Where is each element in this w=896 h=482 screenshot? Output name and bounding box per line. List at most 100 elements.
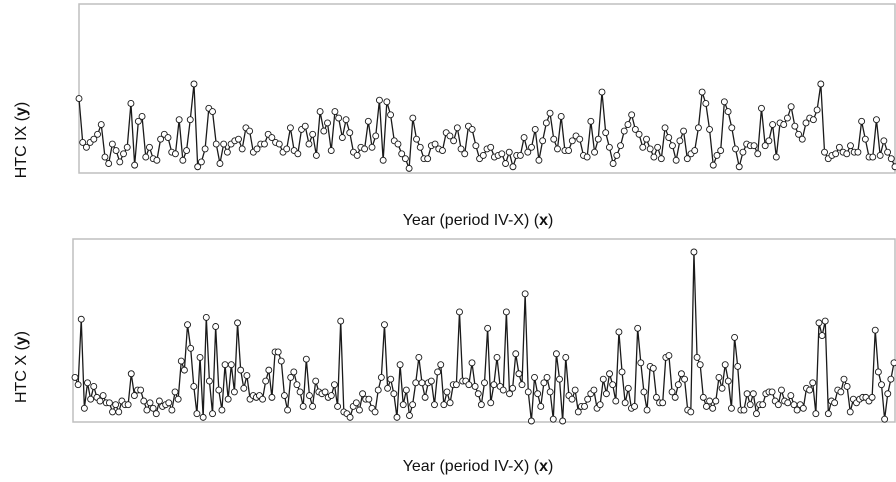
data-point [817,80,825,88]
data-point [646,145,654,153]
data-point [643,135,650,143]
data-point [138,112,146,120]
data-point [672,156,680,164]
data-point [287,373,295,381]
data-point [639,143,647,151]
data-point [453,124,461,132]
data-point [452,381,460,389]
data-point [871,326,879,334]
data-point [238,145,246,153]
data-point [527,417,535,425]
data-point [505,148,513,156]
series-htc-x [71,248,896,425]
data-point [105,399,113,407]
data-point [618,368,626,376]
data-point [472,142,480,150]
data-point [702,100,710,107]
data-point [415,353,423,361]
data-point [361,145,369,153]
data-point [674,381,682,389]
data-point [309,403,317,410]
data-point [787,392,795,400]
data-point [874,368,882,376]
y-axis-label-bottom: HTC X (y) [13,331,30,403]
data-point [221,361,229,369]
data-point [765,137,773,145]
data-point [434,368,442,376]
data-point [635,130,643,138]
data-point [724,377,732,385]
data-point [568,137,576,145]
data-point [368,143,376,151]
data-point [115,408,123,416]
data-point [381,321,388,329]
data-point [109,408,116,416]
data-point [768,388,776,396]
data-point [693,353,701,361]
data-point [171,388,179,396]
data-point [493,353,501,361]
data-point [735,163,743,171]
data-point [461,150,469,158]
data-point [186,116,194,124]
data-point [265,366,273,374]
data-point [712,397,720,405]
data-point [694,124,702,132]
data-point [531,125,539,133]
data-point [140,397,148,405]
data-point [71,373,79,381]
data-point [124,401,132,409]
data-point [671,393,679,401]
data-point [720,98,728,106]
data-point [180,366,188,374]
data-point [691,147,699,154]
data-point [484,324,492,332]
data-point [815,319,823,327]
data-point [562,353,570,361]
data-point [806,386,814,394]
data-point [409,114,417,122]
data-point [346,413,354,421]
data-point [468,359,476,367]
data-point [320,127,328,135]
data-point [583,153,591,161]
data-point [416,143,424,151]
data-point [568,395,576,403]
data-point [174,395,182,403]
data-point [509,163,517,171]
data-point [123,143,131,151]
data-point [542,119,550,127]
data-point [446,132,454,140]
data-point [74,381,82,389]
chart-bottom: HTC X (y) Year (period IV-X) (x) [13,238,896,475]
data-point [669,142,676,150]
data-point [413,135,420,143]
data-point [196,353,204,361]
data-point [661,124,669,132]
data-point [713,151,721,159]
series-line-htc-x [74,251,895,422]
data-point [384,384,392,392]
data-point [634,324,642,332]
data-point [431,401,438,409]
data-point [668,388,676,396]
data-point [143,406,151,414]
data-point [728,124,736,132]
data-point [224,395,232,403]
data-point [699,393,707,401]
data-point [262,377,270,385]
data-point [90,135,98,143]
data-point [539,137,547,145]
data-point [97,121,105,129]
data-point [286,124,294,132]
data-point [299,403,307,410]
data-point [498,150,506,158]
data-point [754,150,762,158]
data-point [427,377,435,385]
data-point [134,117,142,125]
data-point [312,151,320,159]
data-point [127,100,135,107]
data-point [108,140,116,148]
data-point [146,143,153,151]
